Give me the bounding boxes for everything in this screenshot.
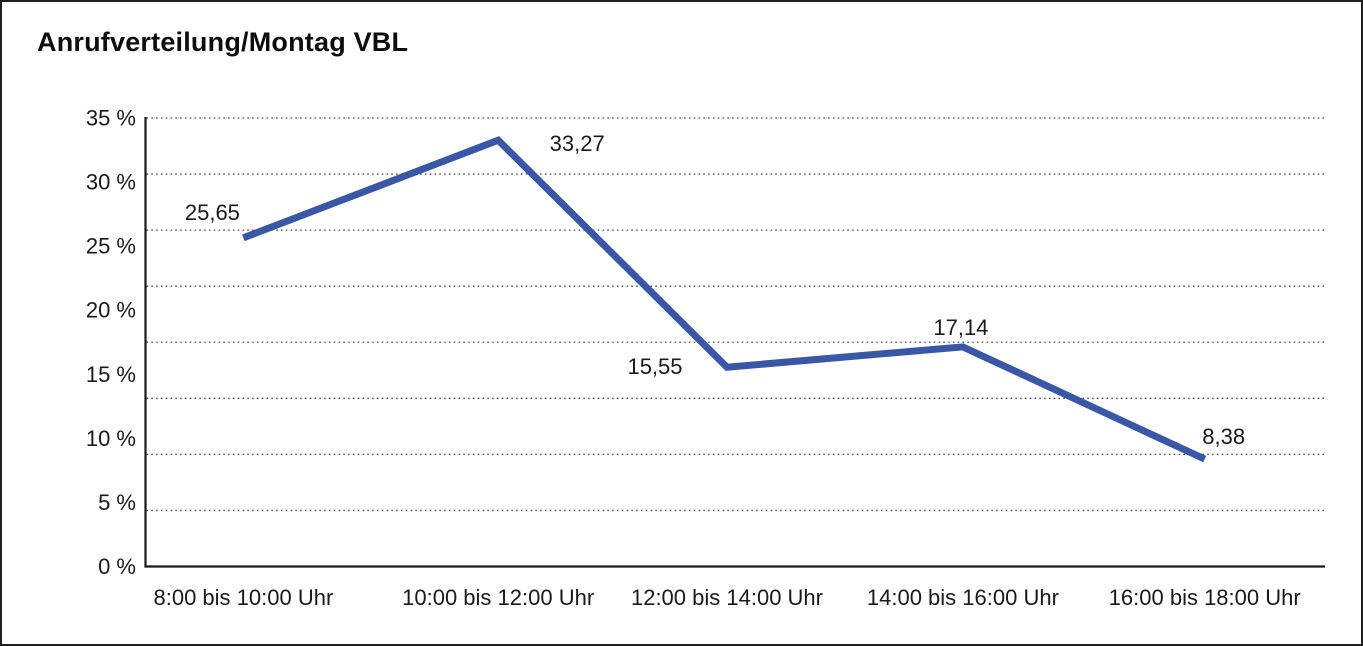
x-category-label: 16:00 bis 18:00 Uhr	[1109, 585, 1301, 610]
x-category-label: 14:00 bis 16:00 Uhr	[867, 585, 1059, 610]
data-point-label: 33,27	[550, 131, 605, 156]
y-tick-label: 20 %	[86, 298, 136, 323]
y-tick-label: 0 %	[98, 554, 136, 579]
x-category-label: 8:00 bis 10:00 Uhr	[154, 585, 334, 610]
x-category-label: 12:00 bis 14:00 Uhr	[631, 585, 823, 610]
y-tick-label: 10 %	[86, 426, 136, 451]
y-tick-label: 35 %	[86, 106, 136, 131]
chart-title: Anrufverteilung/Montag VBL	[37, 27, 409, 57]
y-tick-label: 25 %	[86, 234, 136, 259]
x-category-label: 10:00 bis 12:00 Uhr	[402, 585, 594, 610]
data-point-label: 8,38	[1202, 424, 1245, 449]
data-point-label: 25,65	[185, 200, 240, 225]
y-tick-label: 30 %	[86, 170, 136, 195]
data-point-label: 15,55	[627, 354, 682, 379]
y-tick-label: 15 %	[86, 362, 136, 387]
data-point-label: 17,14	[933, 315, 988, 340]
y-tick-label: 5 %	[98, 490, 136, 515]
data-series-line	[242, 136, 1207, 463]
